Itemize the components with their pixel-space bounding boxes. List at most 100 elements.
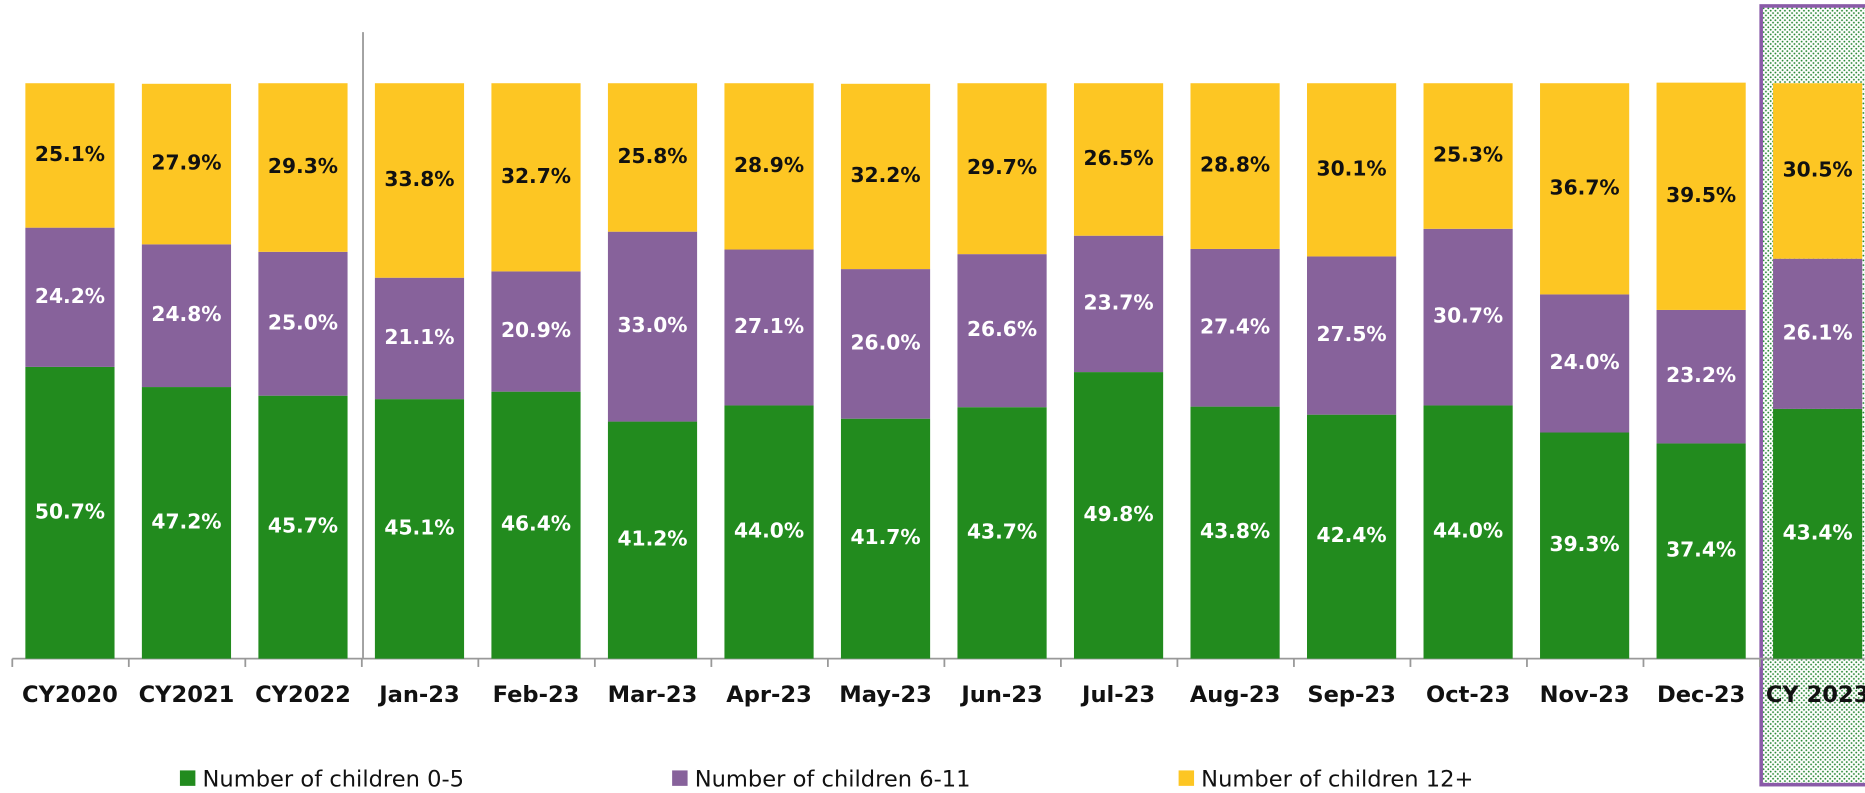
bar-segment xyxy=(1540,432,1630,659)
value-label: 26.1% xyxy=(1783,320,1853,344)
value-label: 43.8% xyxy=(1200,519,1270,543)
bar-segment xyxy=(1773,258,1863,409)
value-label: 33.8% xyxy=(384,167,454,191)
value-label: 30.5% xyxy=(1783,157,1853,181)
bar-segment xyxy=(374,83,465,278)
value-label: 24.8% xyxy=(151,302,221,326)
bar-segment xyxy=(607,83,698,232)
bar-segment xyxy=(1190,406,1280,659)
bar-segment xyxy=(840,83,931,270)
value-label: 32.7% xyxy=(501,164,571,188)
value-label: 41.2% xyxy=(617,527,687,551)
value-label: 24.0% xyxy=(1550,350,1620,374)
x-tick-label: Aug-23 xyxy=(1190,682,1281,708)
value-label: 42.4% xyxy=(1317,523,1387,547)
value-label: 43.7% xyxy=(967,519,1037,543)
x-tick-label: Jun-23 xyxy=(959,682,1042,708)
value-label: 25.1% xyxy=(35,142,105,166)
x-tick-label: Mar-23 xyxy=(608,682,698,708)
bar-segment xyxy=(957,407,1047,659)
bar-segment xyxy=(258,83,348,252)
value-label: 50.7% xyxy=(35,499,105,523)
x-tick-label: Feb-23 xyxy=(493,682,580,708)
value-label: 30.1% xyxy=(1317,156,1387,180)
legend-swatch xyxy=(179,770,196,786)
bar-segment xyxy=(1423,83,1513,229)
value-label: 49.8% xyxy=(1084,502,1154,526)
value-label: 44.0% xyxy=(734,519,804,543)
value-label: 44.0% xyxy=(1433,519,1503,543)
value-label: 36.7% xyxy=(1550,175,1620,199)
bar-segment xyxy=(1190,83,1280,249)
x-tick-label: Jul-23 xyxy=(1080,682,1155,708)
bar-segment xyxy=(1656,82,1746,310)
bar-segment xyxy=(258,395,348,659)
x-tick-label: Apr-23 xyxy=(726,682,812,708)
value-label: 26.5% xyxy=(1084,146,1154,170)
bar-segment xyxy=(840,269,931,419)
legend-label: Number of children 0-5 xyxy=(203,766,464,792)
bar-segment xyxy=(1656,309,1746,444)
bar-segment xyxy=(724,83,814,250)
bar-segment xyxy=(957,83,1047,255)
bar-segment xyxy=(1540,294,1630,433)
value-label: 29.3% xyxy=(268,154,338,178)
value-label: 20.9% xyxy=(501,318,571,342)
value-label: 41.7% xyxy=(850,525,920,549)
bar-segment xyxy=(607,231,698,422)
bar-segment xyxy=(374,277,465,400)
value-label: 29.7% xyxy=(967,155,1037,179)
value-label: 27.9% xyxy=(151,151,221,175)
bar-segment xyxy=(491,271,581,392)
value-label: 27.1% xyxy=(734,314,804,338)
value-label: 30.7% xyxy=(1433,304,1503,328)
bar-segment xyxy=(491,83,581,272)
value-label: 24.2% xyxy=(35,284,105,308)
legend-label: Number of children 12+ xyxy=(1201,766,1473,792)
value-label: 25.3% xyxy=(1433,143,1503,167)
bar-segment xyxy=(1307,83,1397,257)
value-label: 43.4% xyxy=(1783,520,1853,544)
value-label: 23.2% xyxy=(1666,363,1736,387)
bar-segment xyxy=(1773,408,1863,659)
value-label: 33.0% xyxy=(617,313,687,337)
x-tick-label: Sep-23 xyxy=(1307,682,1396,708)
value-label: 26.6% xyxy=(967,317,1037,341)
value-label: 39.5% xyxy=(1666,183,1736,207)
legend-label: Number of children 6-11 xyxy=(695,766,971,792)
x-tick-label: CY2020 xyxy=(22,682,118,708)
bar-segment xyxy=(840,418,931,659)
bar-segment xyxy=(724,249,814,406)
bar-segment xyxy=(1073,235,1164,373)
bar-segment xyxy=(957,254,1047,408)
bar-segment xyxy=(1190,248,1280,407)
value-label: 37.4% xyxy=(1666,538,1736,562)
bar-segment xyxy=(1307,414,1397,659)
bar-segment xyxy=(25,227,115,367)
bar-segment xyxy=(141,387,232,659)
bar-segment xyxy=(1307,256,1397,415)
value-label: 39.3% xyxy=(1550,532,1620,556)
bar-segment xyxy=(1073,83,1164,236)
value-label: 21.1% xyxy=(384,325,454,349)
bar-segment xyxy=(1423,405,1513,659)
legend-swatch xyxy=(672,770,688,786)
value-label: 26.0% xyxy=(850,330,920,354)
value-label: 28.9% xyxy=(734,153,804,177)
legend-swatch xyxy=(1178,770,1195,786)
bar-segment xyxy=(141,83,232,245)
bar-segment xyxy=(491,391,581,659)
value-label: 27.4% xyxy=(1200,314,1270,338)
x-tick-label: Jan-23 xyxy=(377,682,460,708)
bar-segment xyxy=(25,83,115,228)
x-tick-label: CY2022 xyxy=(255,682,351,708)
x-tick-label: Oct-23 xyxy=(1426,682,1510,708)
value-label: 32.2% xyxy=(850,163,920,187)
value-label: 45.7% xyxy=(268,514,338,538)
value-label: 45.1% xyxy=(384,515,454,539)
x-tick-label: Dec-23 xyxy=(1657,682,1745,708)
value-label: 25.0% xyxy=(268,310,338,334)
bar-segment xyxy=(1423,228,1513,406)
